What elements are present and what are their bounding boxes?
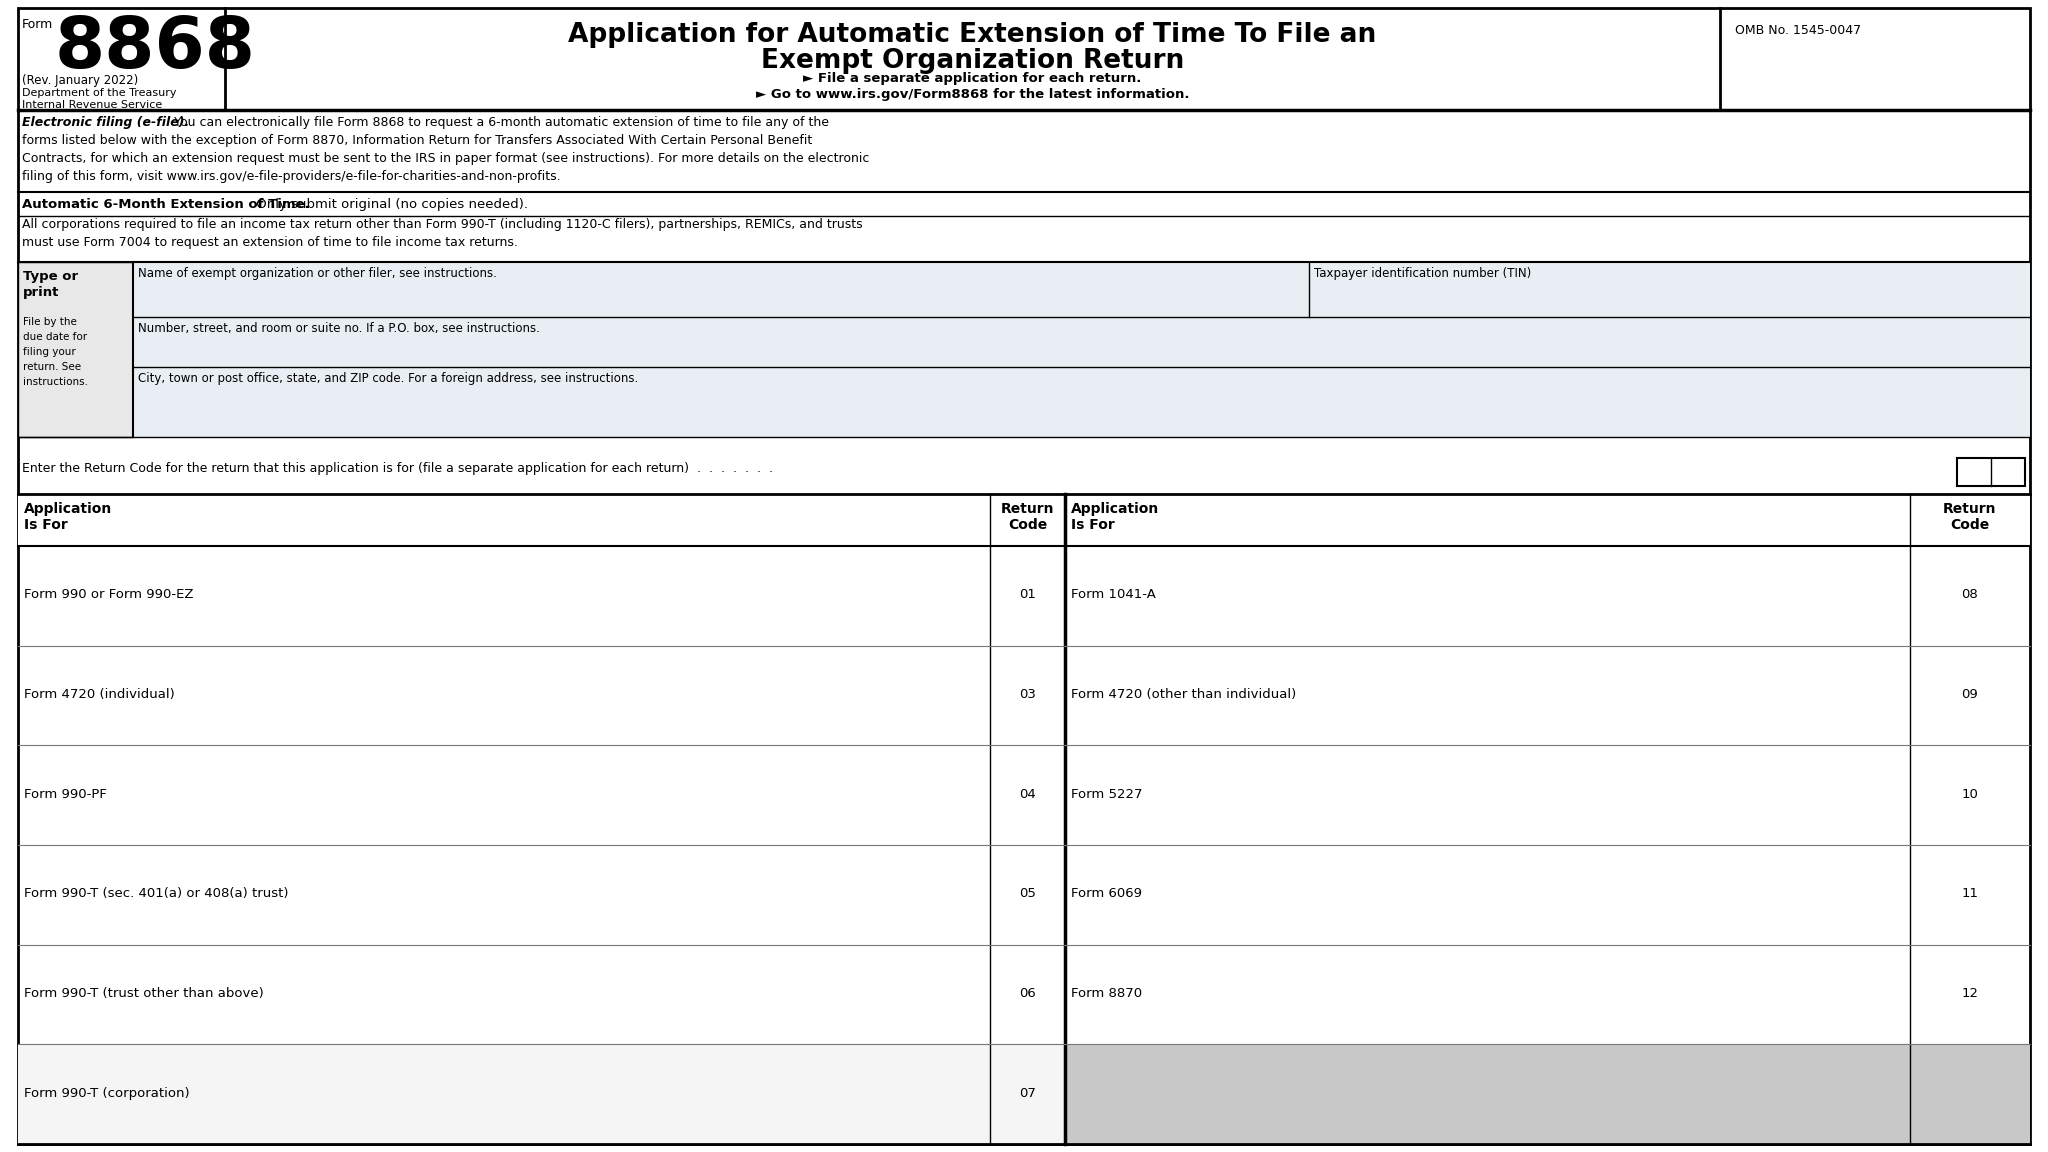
Text: Application: Application xyxy=(25,502,113,516)
Bar xyxy=(989,1045,1065,1144)
Text: ► File a separate application for each return.: ► File a separate application for each r… xyxy=(803,71,1141,85)
Text: Only submit original (no copies needed).: Only submit original (no copies needed). xyxy=(252,198,528,211)
Text: 07: 07 xyxy=(1020,1086,1036,1100)
Text: All corporations required to file an income tax return other than Form 990-T (in: All corporations required to file an inc… xyxy=(23,218,862,232)
Text: Form: Form xyxy=(23,18,53,31)
Text: 03: 03 xyxy=(1020,688,1036,702)
Text: 12: 12 xyxy=(1962,987,1978,1000)
Bar xyxy=(133,262,1309,317)
Bar xyxy=(1065,494,1911,546)
Text: File by the: File by the xyxy=(23,317,78,327)
Text: Contracts, for which an extension request must be sent to the IRS in paper forma: Contracts, for which an extension reques… xyxy=(23,152,868,165)
Text: filing your: filing your xyxy=(23,347,76,357)
Text: must use Form 7004 to request an extension of time to file income tax returns.: must use Form 7004 to request an extensi… xyxy=(23,236,518,249)
Text: Form 6069: Form 6069 xyxy=(1071,887,1143,901)
Text: Form 1041-A: Form 1041-A xyxy=(1071,589,1155,601)
Text: Name of exempt organization or other filer, see instructions.: Name of exempt organization or other fil… xyxy=(137,267,498,280)
Text: 04: 04 xyxy=(1020,788,1036,801)
Text: Is For: Is For xyxy=(1071,518,1114,532)
Text: 09: 09 xyxy=(1962,688,1978,702)
Text: print: print xyxy=(23,286,59,300)
Text: 06: 06 xyxy=(1020,987,1036,1000)
Bar xyxy=(18,262,133,437)
Text: Exempt Organization Return: Exempt Organization Return xyxy=(762,48,1184,74)
Bar xyxy=(1309,262,2030,317)
Text: Application for Automatic Extension of Time To File an: Application for Automatic Extension of T… xyxy=(569,22,1376,48)
Text: Form 5227: Form 5227 xyxy=(1071,788,1143,801)
Text: Enter the Return Code for the return that this application is for (file a separa: Enter the Return Code for the return tha… xyxy=(23,462,772,475)
Bar xyxy=(1911,494,2030,546)
Text: Internal Revenue Service: Internal Revenue Service xyxy=(23,100,162,109)
Text: Application: Application xyxy=(1071,502,1159,516)
Bar xyxy=(1958,458,2025,486)
Text: City, town or post office, state, and ZIP code. For a foreign address, see instr: City, town or post office, state, and ZI… xyxy=(137,372,639,385)
Text: 01: 01 xyxy=(1020,589,1036,601)
Bar xyxy=(1911,1045,2030,1144)
Text: filing of this form, visit www.irs.gov/e-file-providers/e-file-for-charities-and: filing of this form, visit www.irs.gov/e… xyxy=(23,170,561,183)
Text: Return: Return xyxy=(1944,502,1997,516)
Bar xyxy=(133,367,2030,437)
Text: Is For: Is For xyxy=(25,518,68,532)
Bar xyxy=(1065,1045,1911,1144)
Text: 8868: 8868 xyxy=(55,14,256,83)
Text: Type or: Type or xyxy=(23,270,78,283)
Text: Form 990-T (corporation): Form 990-T (corporation) xyxy=(25,1086,190,1100)
Text: return. See: return. See xyxy=(23,362,82,372)
Text: OMB No. 1545-0047: OMB No. 1545-0047 xyxy=(1735,24,1862,37)
Text: forms listed below with the exception of Form 8870, Information Return for Trans: forms listed below with the exception of… xyxy=(23,134,813,147)
Text: Form 4720 (other than individual): Form 4720 (other than individual) xyxy=(1071,688,1296,702)
Bar xyxy=(989,494,1065,546)
Text: Form 990-T (sec. 401(a) or 408(a) trust): Form 990-T (sec. 401(a) or 408(a) trust) xyxy=(25,887,289,901)
Text: Automatic 6-Month Extension of Time.: Automatic 6-Month Extension of Time. xyxy=(23,198,309,211)
Text: 08: 08 xyxy=(1962,589,1978,601)
Text: Form 8870: Form 8870 xyxy=(1071,987,1143,1000)
Text: 11: 11 xyxy=(1962,887,1978,901)
Text: due date for: due date for xyxy=(23,332,88,342)
Text: Return: Return xyxy=(1001,502,1055,516)
Text: Department of the Treasury: Department of the Treasury xyxy=(23,88,176,98)
Bar xyxy=(18,1045,989,1144)
Text: Form 990-T (trust other than above): Form 990-T (trust other than above) xyxy=(25,987,264,1000)
Text: You can electronically file Form 8868 to request a 6-month automatic extension o: You can electronically file Form 8868 to… xyxy=(170,116,829,129)
Text: Taxpayer identification number (TIN): Taxpayer identification number (TIN) xyxy=(1315,267,1532,280)
Text: ► Go to www.irs.gov/Form8868 for the latest information.: ► Go to www.irs.gov/Form8868 for the lat… xyxy=(756,88,1190,101)
Text: Electronic filing (e-file).: Electronic filing (e-file). xyxy=(23,116,188,129)
Bar xyxy=(18,494,989,546)
Text: 10: 10 xyxy=(1962,788,1978,801)
Text: Form 990 or Form 990-EZ: Form 990 or Form 990-EZ xyxy=(25,589,193,601)
Text: Code: Code xyxy=(1008,518,1047,532)
Text: Form 990-PF: Form 990-PF xyxy=(25,788,106,801)
Text: Number, street, and room or suite no. If a P.O. box, see instructions.: Number, street, and room or suite no. If… xyxy=(137,323,541,335)
Bar xyxy=(133,317,2030,367)
Text: 05: 05 xyxy=(1020,887,1036,901)
Text: instructions.: instructions. xyxy=(23,377,88,387)
Text: Form 4720 (individual): Form 4720 (individual) xyxy=(25,688,174,702)
Text: (Rev. January 2022): (Rev. January 2022) xyxy=(23,74,139,88)
Text: Code: Code xyxy=(1950,518,1989,532)
